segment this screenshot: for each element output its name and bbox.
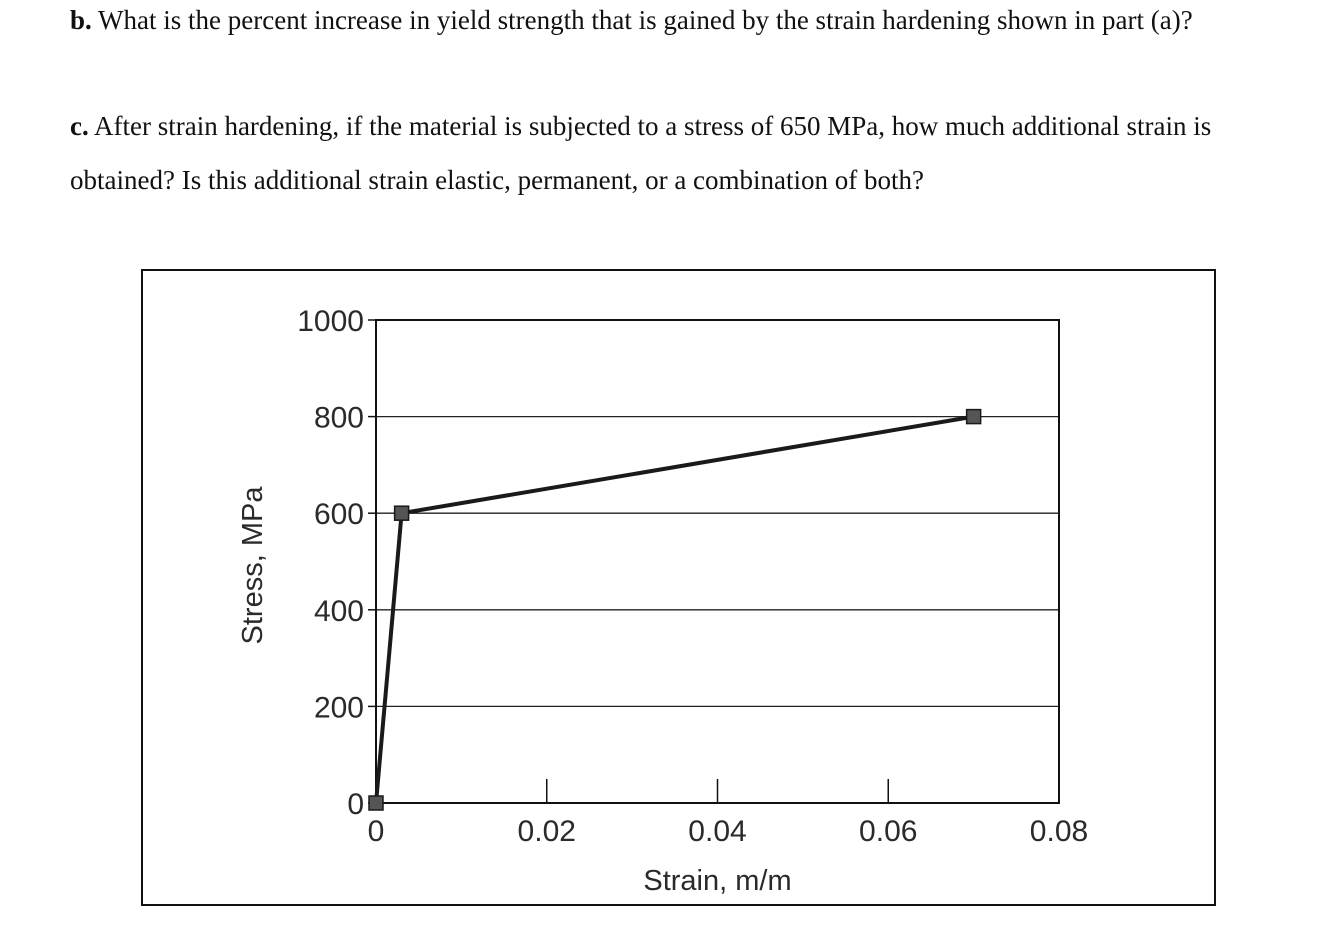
data-point-1	[393, 505, 410, 521]
question-b-text: What is the percent increase in yield st…	[91, 5, 1193, 35]
data-point-2	[965, 408, 982, 425]
question-c-text: After strain hardening, if the material …	[70, 111, 1212, 195]
y-tick-label-400: 400	[314, 595, 364, 628]
y-tick-label-200: 200	[314, 691, 364, 724]
data-point-0	[368, 795, 384, 811]
y-tick-label-800: 800	[314, 402, 364, 435]
x-tick-label-0.04: 0.04	[688, 815, 746, 848]
x-tick-label-0.08: 0.08	[1030, 815, 1088, 848]
series-layer	[368, 408, 982, 811]
x-tick-label-0.06: 0.06	[859, 815, 917, 848]
figure-frame	[141, 269, 1216, 906]
tick-labels: 0 200 400 600 800 1000 0 0.02 0.04 0.06 0.08	[297, 305, 1088, 848]
y-tick-label-600: 600	[314, 498, 364, 531]
question-c-label: c.	[70, 111, 89, 141]
plot-area-frame	[375, 319, 1060, 804]
x-tick-label-0.02: 0.02	[518, 815, 576, 848]
x-tick-label-0: 0	[368, 815, 385, 848]
y-axis-title: Stress, MPa	[237, 486, 269, 645]
x-axis-title: Strain, m/m	[643, 865, 791, 897]
question-b: b. What is the percent increase in yield…	[70, 0, 1320, 47]
y-tick-label-0: 0	[347, 788, 364, 821]
question-c: c. After strain hardening, if the materi…	[70, 99, 1320, 207]
axis-ticks	[368, 319, 889, 804]
grid-lines	[376, 415, 1059, 708]
y-tick-label-1000: 1000	[297, 305, 364, 338]
question-b-label: b.	[70, 5, 92, 35]
